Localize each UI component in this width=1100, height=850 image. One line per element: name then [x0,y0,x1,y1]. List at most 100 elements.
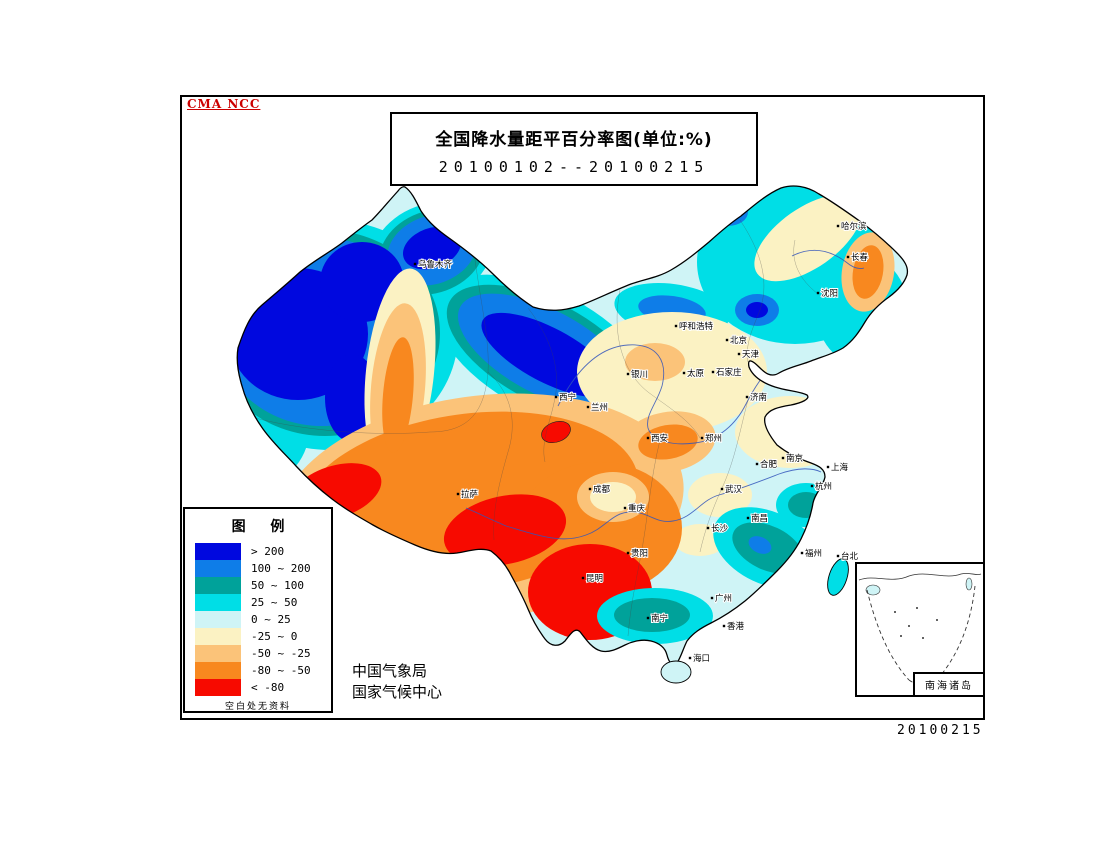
city-marker: 合肥 [755,458,779,471]
city-marker: 哈尔滨 [836,220,868,233]
city-marker: 济南 [745,391,768,404]
city-marker: 香港 [722,620,746,633]
city-marker: 西宁 [554,391,577,404]
city-marker: 武汉 [720,483,744,496]
legend-label: > 200 [251,545,285,558]
city-label: 成都 [593,484,611,495]
legend-item: -50 ~ -25 [195,645,331,662]
city-label: 南昌 [751,513,768,524]
city-label: 银川 [631,369,648,380]
city-label: 呼和浩特 [679,321,714,332]
city-label: 昆明 [586,574,603,584]
legend-label: < -80 [251,681,285,694]
city-marker: 长沙 [706,522,730,535]
city-marker: 沈阳 [816,287,839,300]
legend-swatch [195,543,241,560]
city-label: 乌鲁木齐 [418,259,453,270]
city-label: 兰州 [591,402,608,413]
city-label: 济南 [750,392,767,403]
china-border [236,185,909,666]
legend-label: 0 ~ 25 [251,613,291,626]
city-marker: 呼和浩特 [674,320,715,333]
city-label: 长春 [851,252,869,263]
city-marker: 南昌 [746,512,769,525]
legend-swatch [195,679,241,696]
city-label: 南宁 [651,613,668,624]
legend-item: 25 ~ 50 [195,594,331,611]
city-marker: 成都 [588,483,612,496]
city-label: 上海 [831,462,849,473]
city-marker: 兰州 [586,401,609,414]
inset-hainan-island [865,584,881,596]
inset-taiwan-island [965,577,973,591]
yellow-river [557,344,762,445]
legend-swatch [195,628,241,645]
legend-title: 图 例 [231,519,295,535]
legend-swatch [195,645,241,662]
map-title: 全国降水量距平百分率图(单位:%) [435,130,713,150]
city-marker: 天津 [737,348,761,361]
city-marker: 重庆 [623,502,647,515]
legend-label: -80 ~ -50 [251,664,311,677]
legend-item: > 200 [195,543,331,560]
city-marker: 贵阳 [626,547,649,560]
legend-item: 100 ~ 200 [195,560,331,577]
city-marker: 乌鲁木齐 [413,258,454,271]
source-line2: 国家气候中心 [352,683,443,701]
legend-label: -25 ~ 0 [251,630,298,643]
city-marker: 广州 [710,592,733,605]
city-label: 福州 [805,548,822,559]
legend-swatch [195,611,241,628]
source-line1: 中国气象局 [352,662,428,680]
city-marker: 海口 [688,652,711,665]
city-label: 贵阳 [631,548,648,559]
city-label: 哈尔滨 [841,221,867,232]
city-label: 拉萨 [461,489,479,500]
city-label: 广州 [715,593,732,604]
city-marker: 南宁 [646,612,669,625]
map-frame [180,95,985,720]
city-marker: 上海 [826,461,850,474]
legend-label: 25 ~ 50 [251,596,298,609]
city-marker: 银川 [626,368,649,381]
legend-item: -80 ~ -50 [195,662,331,679]
legend-item: -25 ~ 0 [195,628,331,645]
city-marker: 台北 [836,550,860,563]
hainan-island [660,660,692,684]
city-label: 北京 [730,335,747,346]
city-marker: 南京 [781,452,804,465]
map-title-box: 全国降水量距平百分率图(单位:%) 20100102--20100215 [390,112,758,186]
city-label: 沈阳 [821,288,838,299]
legend-swatch [195,560,241,577]
map-date-range: 20100102--20100215 [438,158,710,176]
legend-item: 0 ~ 25 [195,611,331,628]
legend-footnote: 空白处无资料 [224,702,291,712]
south-china-sea-inset: 南海诸岛 [855,562,985,697]
legend-swatch [195,577,241,594]
city-label: 杭州 [815,481,832,492]
taiwan-island [827,558,849,596]
city-marker: 石家庄 [711,366,743,379]
city-label: 合肥 [760,459,778,470]
legend-item: 50 ~ 100 [195,577,331,594]
city-label: 石家庄 [716,367,742,378]
legend-item: < -80 [195,679,331,696]
city-marker: 拉萨 [456,488,480,501]
city-label: 香港 [727,621,745,632]
city-marker: 福州 [800,547,823,560]
city-label: 太原 [687,368,704,379]
city-label: 西安 [651,433,668,444]
songhua-river [791,249,865,270]
city-label: 天津 [742,349,760,360]
city-marker: 昆明 [581,573,604,585]
date-stamp: 20100215 [897,723,984,738]
city-marker: 长春 [846,251,870,264]
city-label: 台北 [841,551,859,562]
city-label: 武汉 [725,484,743,495]
legend-label: 100 ~ 200 [251,562,311,575]
legend-label: -50 ~ -25 [251,647,311,660]
agency-watermark: CMA NCC [187,97,261,111]
legend-items: > 200 100 ~ 200 50 ~ 100 25 ~ 50 0 ~ 25 -25 ~… [195,543,331,696]
